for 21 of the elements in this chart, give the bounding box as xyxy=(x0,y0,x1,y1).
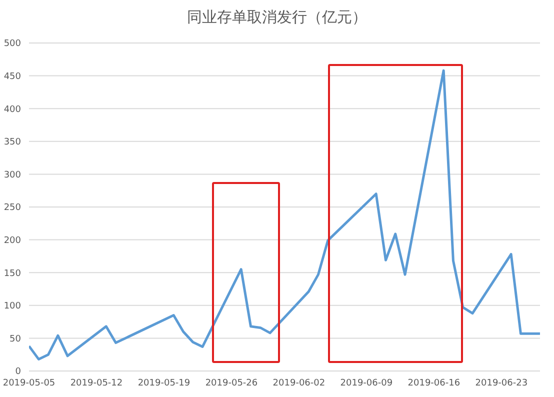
y-tick-label: 200 xyxy=(4,236,22,246)
x-tick-label: 2019-06-02 xyxy=(272,378,326,388)
y-tick-label: 350 xyxy=(4,138,22,148)
x-tick-label: 2019-06-16 xyxy=(408,378,460,388)
x-tick-label: 2019-06-09 xyxy=(340,378,393,388)
x-tick-label: 2019-05-26 xyxy=(205,378,258,388)
y-tick-label: 150 xyxy=(4,268,22,279)
y-tick-label: 400 xyxy=(4,104,22,115)
x-tick-label: 2019-05-05 xyxy=(2,378,56,388)
line-series xyxy=(29,69,540,360)
x-tick-label: 2019-05-12 xyxy=(70,378,123,388)
x-tick-label: 2019-06-23 xyxy=(475,378,528,388)
y-tick-label: 250 xyxy=(4,203,22,214)
chart-title: 同业存单取消发行（亿元） xyxy=(186,7,368,28)
y-tick-label: 450 xyxy=(4,72,22,82)
y-tick-label: 300 xyxy=(4,170,22,180)
y-tick-label: 100 xyxy=(4,302,22,312)
y-tick-label: 50 xyxy=(10,334,22,344)
y-tick-label: 0 xyxy=(15,367,22,378)
x-tick-label: 2019-05-19 xyxy=(138,378,190,388)
y-tick-label: 500 xyxy=(4,39,22,50)
